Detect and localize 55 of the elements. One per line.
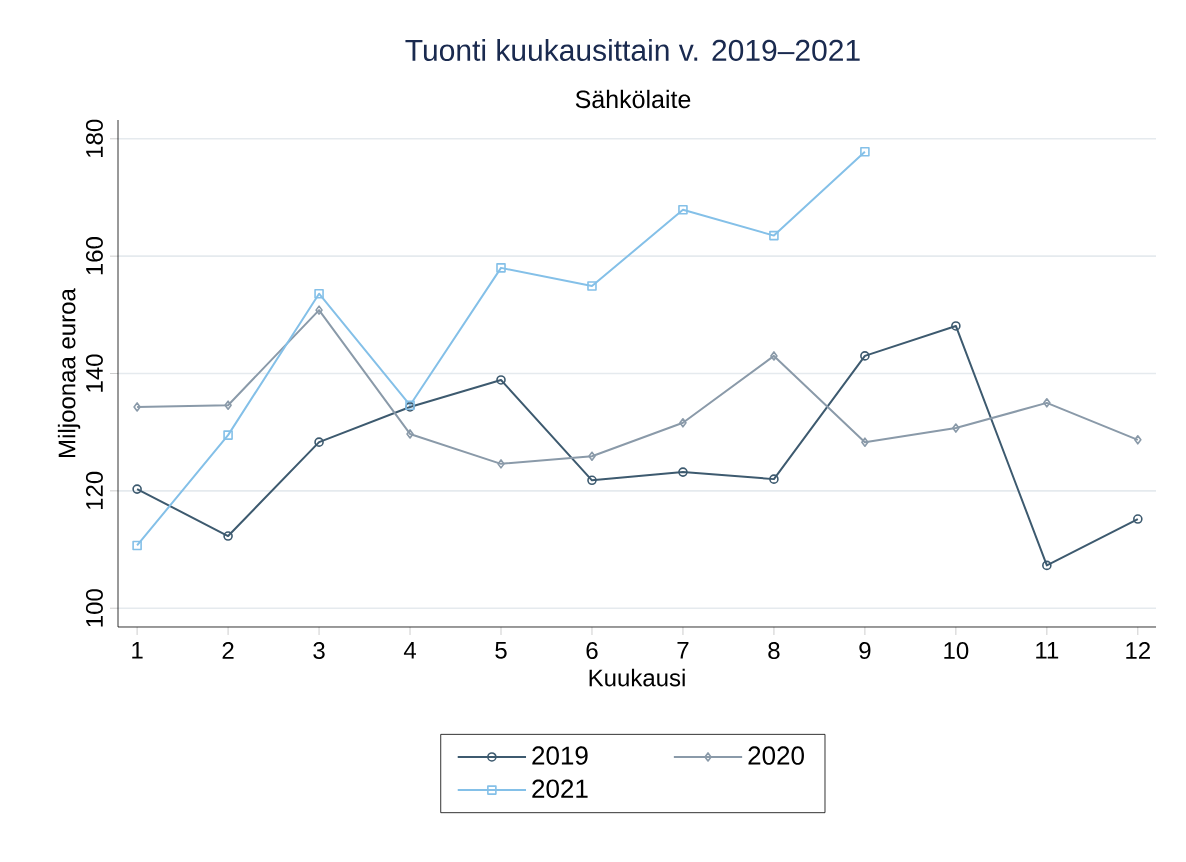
x-tick-label: 9: [859, 642, 871, 660]
x-tick-label: 6: [586, 642, 598, 660]
point: [769, 474, 779, 484]
point: [588, 451, 596, 462]
y-axis-title: Miljoonaa euroa: [57, 288, 81, 457]
x-tick-label: 1: [132, 642, 143, 659]
point: [1134, 435, 1142, 445]
point: [314, 288, 324, 299]
point: [1043, 398, 1051, 408]
point: [1133, 514, 1143, 524]
point: [952, 423, 960, 433]
point: [770, 351, 778, 361]
point: [224, 400, 232, 410]
chart-subtitle: Sähkölaite: [575, 89, 691, 109]
x-tick-label: 5: [495, 642, 507, 659]
y-tick-label: 160: [85, 237, 103, 275]
y-tick-label: 120: [85, 471, 103, 510]
point: [769, 230, 779, 241]
y-tick-label: 140: [85, 354, 103, 392]
x-tick-label: 2: [222, 642, 234, 659]
point: [860, 146, 870, 157]
chart-title: Tuonti kuukausittain v. 2019–2021: [405, 38, 860, 61]
legend-label: 2020: [748, 746, 804, 765]
y-tick-label: 180: [85, 119, 103, 157]
point: [1042, 560, 1052, 571]
x-axis-title: Kuukausi: [589, 668, 685, 687]
point: [861, 437, 869, 447]
point: [132, 540, 142, 551]
x-tick-label: 4: [403, 642, 416, 659]
x-tick-label: 7: [677, 642, 689, 659]
point: [315, 305, 323, 315]
point: [678, 467, 688, 477]
point: [132, 484, 142, 494]
point: [860, 351, 870, 361]
point: [497, 459, 505, 469]
point: [314, 437, 324, 447]
point: [678, 204, 688, 215]
point: [406, 429, 414, 439]
x-tick-label: 3: [313, 642, 325, 660]
point: [223, 430, 233, 440]
point: [496, 375, 506, 385]
x-tick-label: 11: [1036, 642, 1059, 659]
legend-label: 2021: [532, 779, 588, 798]
legend-label: 2019: [532, 746, 588, 765]
point: [496, 263, 506, 273]
x-tick-label: 10: [944, 642, 969, 660]
point: [223, 531, 233, 541]
point: [133, 402, 141, 412]
point: [679, 417, 687, 428]
x-tick-label: 8: [768, 642, 780, 660]
x-tick-label: 12: [1126, 642, 1150, 659]
point: [587, 281, 597, 291]
y-tick-label: 100: [85, 589, 103, 627]
point: [587, 475, 597, 486]
point: [951, 321, 961, 331]
